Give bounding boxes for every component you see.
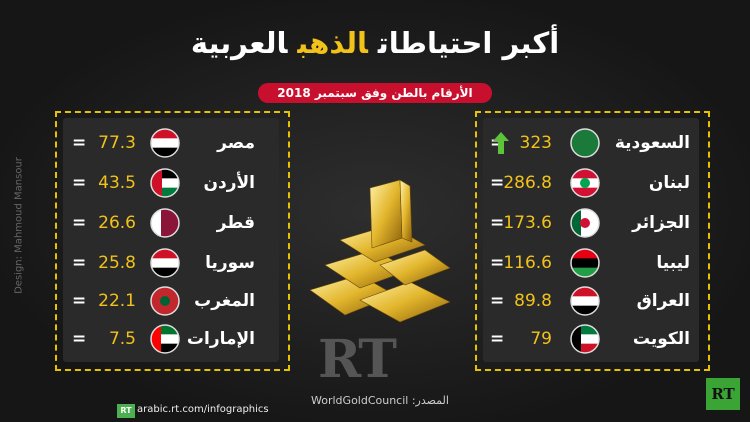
flag: [570, 168, 600, 198]
flag: [570, 128, 600, 158]
flag: [150, 168, 180, 198]
country-name: سوريا: [205, 253, 255, 273]
country-name: العراق: [636, 291, 690, 311]
country-name: ليبيا: [656, 253, 690, 273]
up-arrow: [493, 132, 509, 154]
left-panel: [63, 118, 279, 362]
value: 7.5: [108, 329, 136, 349]
equals-sign: =: [490, 329, 505, 349]
country-name: الجزائر: [632, 213, 690, 233]
source: المصدر: WorldGoldCouncil: [311, 394, 449, 407]
credit: Design: Mahmoud Mansour: [13, 157, 25, 294]
equals-sign: =: [72, 173, 87, 193]
equals-sign: =: [490, 291, 505, 311]
equals-sign: =: [72, 291, 87, 311]
value: 25.8: [98, 253, 136, 273]
equals-sign: =: [490, 173, 505, 193]
gold-bars: [309, 179, 451, 323]
equals-sign: =: [490, 253, 505, 273]
left-panel-border: [55, 111, 290, 371]
flag: [150, 248, 180, 278]
value: 22.1: [98, 291, 136, 311]
value: 323: [519, 133, 552, 153]
country-name: مصر: [217, 133, 255, 153]
value: 173.6: [503, 213, 552, 233]
right-panel: [483, 118, 699, 362]
equals-sign: =: [72, 133, 87, 153]
flag: [150, 128, 180, 158]
flag: [150, 286, 180, 316]
flag: [150, 324, 180, 354]
country-name: المغرب: [194, 291, 255, 311]
flag: [570, 208, 600, 238]
watermark-logo: RT: [318, 329, 397, 390]
flag: [570, 324, 600, 354]
country-name: الإمارات: [186, 329, 255, 349]
equals-sign: =: [72, 213, 87, 233]
value: 77.3: [98, 133, 136, 153]
equals-sign: =: [490, 213, 505, 233]
country-name: السعودية: [614, 133, 690, 153]
subtitle: الأرقام بالطن وفق سبتمبر 2018: [258, 83, 492, 103]
title-part: العربية: [190, 26, 288, 60]
country-name: لبنان: [648, 173, 690, 193]
flag: [570, 286, 600, 316]
flag: [150, 208, 180, 238]
title-part: أكبر احتياطات: [377, 26, 560, 60]
country-name: قطر: [216, 213, 255, 233]
value: 116.6: [503, 253, 552, 273]
value: 89.8: [514, 291, 552, 311]
corner-logo: RT: [706, 378, 740, 410]
country-name: الأردن: [203, 173, 255, 193]
title-highlight: الذهب: [297, 26, 368, 60]
url: arabic.rt.com/infographics: [137, 404, 269, 415]
equals-sign: =: [72, 329, 87, 349]
value: 43.5: [98, 173, 136, 193]
value: 79: [530, 329, 552, 349]
equals-sign: =: [72, 253, 87, 273]
right-panel-border: [475, 111, 710, 371]
value: 286.8: [503, 173, 552, 193]
small-logo: RT: [117, 404, 135, 418]
title: أكبر احتياطات الذهب العربية: [0, 26, 750, 60]
country-name: الكويت: [632, 329, 690, 349]
flag: [570, 248, 600, 278]
value: 26.6: [98, 213, 136, 233]
